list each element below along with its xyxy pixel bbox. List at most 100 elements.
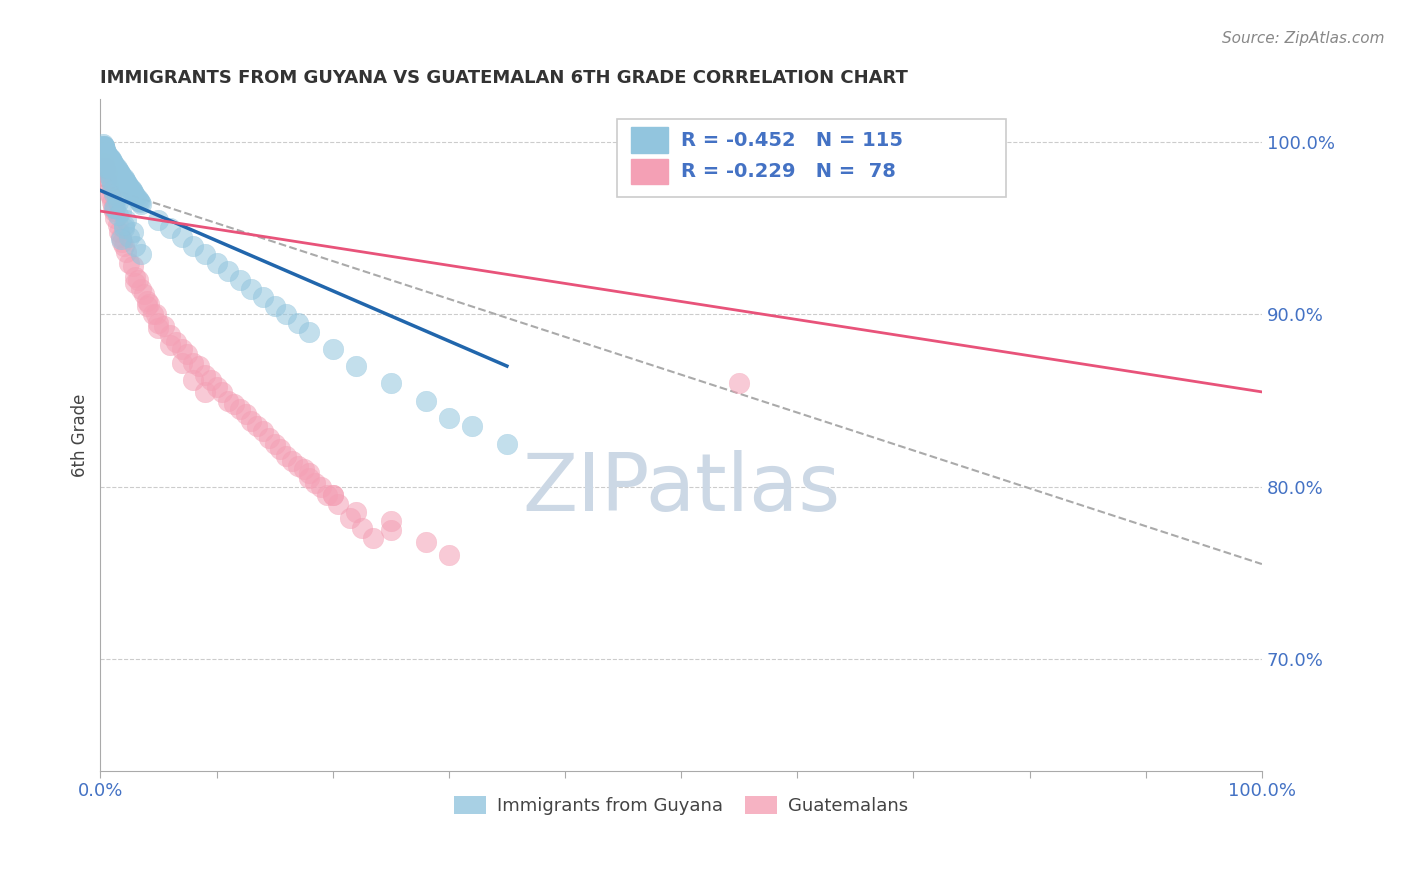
Point (111, 169, 134, 184)
Point (298, 466, 321, 480)
Text: R = -0.452   N = 115: R = -0.452 N = 115 (681, 130, 903, 150)
Text: IMMIGRANTS FROM GUYANA VS GUATEMALAN 6TH GRADE CORRELATION CHART: IMMIGRANTS FROM GUYANA VS GUATEMALAN 6TH… (100, 69, 908, 87)
Point (104, 159, 127, 173)
Point (322, 488, 344, 502)
Point (217, 393, 239, 408)
Point (205, 380, 228, 394)
Point (380, 523, 402, 537)
Point (108, 166, 131, 180)
Point (96, 149, 118, 163)
Point (496, 436, 519, 450)
Point (115, 175, 138, 189)
Point (217, 264, 239, 278)
Text: ZIPatlas: ZIPatlas (522, 450, 841, 528)
Point (103, 159, 125, 173)
Point (101, 184, 124, 198)
Point (91, 138, 114, 153)
Point (437, 410, 460, 425)
Point (97, 178, 120, 193)
Point (235, 407, 257, 421)
Point (344, 359, 367, 373)
Point (415, 534, 437, 549)
Point (118, 256, 141, 270)
Point (94, 145, 117, 160)
Point (309, 480, 332, 494)
Legend: Immigrants from Guyana, Guatemalans: Immigrants from Guyana, Guatemalans (447, 789, 915, 822)
FancyBboxPatch shape (631, 128, 668, 153)
Point (101, 201, 124, 215)
Point (110, 232, 132, 246)
Point (94, 144, 117, 158)
Point (94, 161, 117, 175)
Point (101, 178, 124, 193)
Point (124, 277, 146, 291)
Point (135, 299, 157, 313)
Point (112, 218, 135, 232)
Point (100, 153, 122, 167)
Point (304, 476, 326, 491)
Point (222, 397, 245, 411)
Point (96, 147, 118, 161)
Point (91, 140, 114, 154)
Point (728, 376, 751, 391)
Point (276, 307, 298, 321)
Point (108, 166, 131, 180)
Point (194, 368, 217, 382)
Point (269, 442, 291, 456)
Point (115, 245, 138, 260)
Point (129, 197, 152, 211)
Point (110, 204, 132, 219)
Point (148, 316, 170, 330)
Point (148, 212, 170, 227)
Point (322, 488, 344, 502)
Point (104, 161, 127, 175)
Point (145, 307, 167, 321)
Point (415, 393, 437, 408)
Point (96, 145, 118, 160)
Point (170, 230, 193, 244)
Point (107, 164, 129, 178)
Point (96, 147, 118, 161)
Point (93, 138, 115, 153)
Point (200, 373, 222, 387)
Point (159, 221, 181, 235)
Point (112, 173, 135, 187)
Point (93, 142, 115, 156)
Point (93, 138, 115, 153)
Point (287, 316, 309, 330)
Text: Source: ZipAtlas.com: Source: ZipAtlas.com (1222, 31, 1385, 46)
Point (240, 414, 263, 428)
Point (246, 419, 269, 434)
Point (98, 166, 121, 180)
Point (120, 182, 142, 196)
Point (124, 269, 146, 284)
Point (181, 373, 204, 387)
Point (103, 204, 125, 219)
Point (122, 186, 145, 201)
Point (159, 328, 181, 343)
Point (112, 238, 135, 252)
Point (138, 297, 160, 311)
Text: R = -0.229   N =  78: R = -0.229 N = 78 (681, 162, 896, 181)
Point (786, 127, 808, 141)
Point (96, 151, 118, 165)
Point (96, 149, 118, 163)
Point (128, 195, 150, 210)
Point (118, 180, 141, 194)
Point (114, 173, 136, 187)
Point (142, 307, 165, 321)
Point (350, 521, 373, 535)
Point (122, 225, 145, 239)
Point (176, 347, 198, 361)
Point (127, 273, 149, 287)
Point (211, 384, 233, 399)
Point (94, 142, 117, 156)
Point (93, 140, 115, 154)
FancyBboxPatch shape (631, 159, 668, 185)
Point (105, 161, 128, 175)
Point (128, 194, 150, 208)
Point (252, 425, 274, 439)
Point (298, 471, 321, 485)
Point (112, 221, 135, 235)
Point (93, 142, 115, 156)
